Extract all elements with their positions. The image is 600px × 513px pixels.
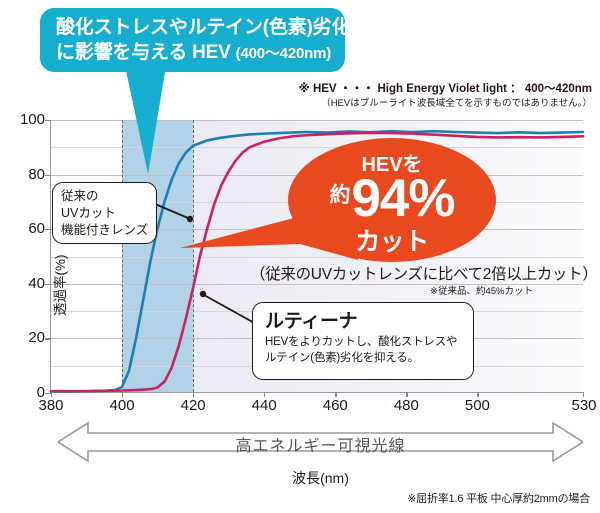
uv-box-line1: 従来の	[61, 189, 99, 203]
lutina-label-box: ルティーナ HEVをよりカットし、酸化ストレスや ルテイン(色素)劣化を抑える。	[252, 302, 474, 380]
x-axis-tick	[406, 392, 408, 397]
chart-curves	[49, 129, 585, 393]
x-axis-tick-label: 480	[393, 397, 419, 414]
comparison-sub-text: ※従来品、約45%カット	[430, 286, 533, 297]
cut-callout-value-row: 約94%	[288, 168, 496, 229]
uv-box-line3: 機能付きレンズ	[61, 223, 149, 237]
hev-footnote-line1: ※ HEV ・・・ High Energy Violet light ： 400…	[298, 83, 592, 95]
y-axis-tick	[45, 174, 51, 176]
conventional-uv-lens-label-box: 従来の UVカット 機能付きレンズ	[52, 182, 157, 244]
hev-definition-callout: 酸化ストレスやルテイン(色素)劣化 に影響を与える HEV (400〜420nm…	[40, 8, 351, 72]
y-axis-title: 透過率(%)	[53, 254, 68, 317]
hev-callout-line2-main: に影響を与える HEV	[56, 42, 236, 63]
x-axis-tick	[122, 392, 124, 397]
cut-callout-line3: カット	[355, 228, 429, 256]
chart-series-line-2	[49, 131, 585, 393]
x-axis-tick-label: 380	[38, 397, 64, 414]
y-axis-tick	[45, 338, 51, 340]
lens-spec-footnote: ※屈折率1.6 平板 中心厚約2mmの場合	[407, 493, 590, 505]
x-axis-title: 波長(nm)	[292, 470, 349, 486]
y-axis-tick	[45, 229, 51, 231]
chart-gridline	[51, 120, 583, 121]
y-axis-tick-label: 20	[28, 329, 45, 347]
x-axis-tick-label: 500	[464, 397, 490, 414]
hev-callout-line1: 酸化ストレスやルテイン(色素)劣化	[56, 17, 351, 38]
x-axis-tick	[583, 392, 585, 397]
hev-footnote-line2: （HEVはブルーライト波長域全てを示すものではありません。）	[321, 98, 592, 109]
x-axis-tick-label: 460	[322, 397, 348, 414]
x-axis-tick-label: 400	[109, 397, 135, 414]
y-axis-tick-label: 60	[28, 220, 45, 238]
hev-boundary-line	[193, 120, 195, 392]
uv-box-line2: UVカット	[61, 206, 116, 220]
lutina-leader-line	[199, 290, 259, 326]
chart-gridline	[51, 256, 583, 258]
lutina-title: ルティーナ	[265, 311, 358, 332]
chart-gridline	[51, 147, 583, 149]
hev-callout-line2: に影響を与える HEV (400〜420nm)	[56, 40, 331, 66]
chart-series-line-1	[49, 129, 585, 393]
x-axis-tick	[193, 392, 195, 397]
cut-callout-approx: 約	[329, 184, 351, 207]
cyan-callout-tail	[125, 66, 166, 174]
x-axis-tick	[335, 392, 337, 397]
cut-callout-line1: HEVを	[361, 154, 423, 176]
y-axis-tick-label: 80	[28, 165, 45, 183]
lutina-desc-line1: HEVをよりカットし、酸化ストレスや	[265, 336, 458, 348]
x-axis-tick	[51, 392, 53, 397]
y-axis-tick	[45, 393, 51, 395]
visible-light-range-arrow	[58, 421, 583, 463]
y-axis-tick-label: 0	[36, 384, 45, 401]
visible-light-range-label: 高エネルギー可視光線	[235, 438, 406, 455]
hev-callout-line2-range: (400〜420nm)	[235, 45, 332, 62]
y-axis-tick-label: 40	[28, 274, 45, 292]
x-axis-tick-label: 530	[571, 397, 597, 414]
y-axis-tick-label: 100	[19, 111, 45, 128]
x-axis-tick	[264, 392, 266, 397]
comparison-main-text: （従来のUVカットレンズに比べて2倍以上カット）	[250, 266, 598, 283]
hev-footnote-block: ※ HEV ・・・ High Energy Violet light ： 400…	[299, 82, 592, 111]
chart-gridline	[51, 283, 583, 285]
hev-boundary-line	[122, 120, 124, 392]
cut-callout-value: 94%	[351, 169, 455, 228]
x-axis-tick-label: 420	[180, 397, 206, 414]
hev-cut-rate-callout: HEVを 約94% カット	[288, 138, 496, 262]
lutina-desc-line2: ルテイン(色素)劣化を抑える。	[265, 352, 419, 364]
x-axis-tick-label: 440	[251, 397, 277, 414]
x-axis-tick	[477, 392, 479, 397]
y-axis-tick	[45, 283, 51, 286]
y-axis-tick	[45, 120, 51, 122]
